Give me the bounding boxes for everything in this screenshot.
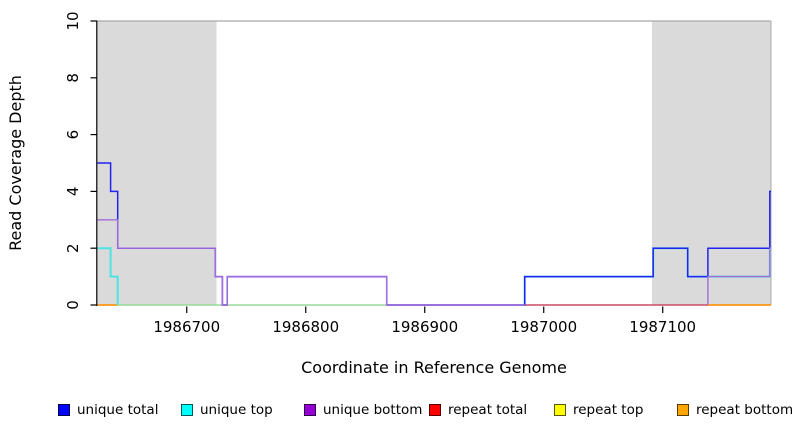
legend-label: unique bottom: [323, 402, 423, 418]
unique-bottom-left: [97, 219, 525, 306]
y-tick-label: 6: [64, 130, 82, 140]
y-axis-title: Read Coverage Depth: [6, 75, 25, 251]
legend-swatch-repeat-total: [429, 404, 441, 416]
legend-item-unique-bottom: unique bottom: [304, 399, 422, 421]
y-tick-label: 0: [64, 300, 82, 310]
legend-item-unique-top: unique top: [181, 399, 273, 421]
legend-swatch-repeat-top: [554, 404, 566, 416]
legend-swatch-repeat-bottom: [677, 404, 689, 416]
legend-swatch-unique-top: [181, 404, 193, 416]
highlight-band-1: [652, 20, 771, 306]
legend: unique total unique top unique bottom repea…: [0, 399, 792, 425]
legend-item-repeat-bottom: repeat bottom: [677, 399, 792, 421]
legend-label: unique total: [77, 402, 159, 418]
axes: 0 2 4 6 8 10 1986700 1986800 1986900 1987000 19871…: [64, 11, 696, 336]
legend-label: repeat total: [448, 402, 528, 418]
x-tick-label: 1986700: [153, 318, 220, 336]
y-tick-label: 10: [64, 11, 82, 30]
x-tick-label: 1987000: [510, 318, 577, 336]
legend-item-repeat-total: repeat total: [429, 399, 527, 421]
plot-rules: [97, 20, 772, 305]
x-tick-label: 1987100: [629, 318, 696, 336]
legend-swatch-unique-total: [58, 404, 70, 416]
chart-canvas: 0 2 4 6 8 10 1986700 1986800 1986900 1987000 19871…: [6, 11, 772, 377]
y-tick-label: 2: [64, 243, 82, 253]
x-tick-label: 1986800: [272, 318, 339, 336]
legend-item-unique-total: unique total: [58, 399, 158, 421]
legend-label: repeat bottom: [696, 402, 792, 418]
x-axis-title: Coordinate in Reference Genome: [301, 358, 567, 377]
coverage-step-lines: [97, 162, 771, 306]
y-tick-label: 8: [64, 73, 82, 83]
x-tick-label: 1986900: [391, 318, 458, 336]
unique-bottom-right: [707, 247, 771, 305]
highlight-bands: [97, 20, 771, 306]
legend-label: unique top: [200, 402, 273, 418]
legend-item-repeat-top: repeat top: [554, 399, 643, 421]
highlight-band-0: [97, 20, 217, 306]
legend-label: repeat top: [573, 402, 644, 418]
legend-swatch-unique-bottom: [304, 404, 316, 416]
y-tick-label: 4: [64, 187, 82, 197]
unique-top-left: [97, 247, 119, 305]
